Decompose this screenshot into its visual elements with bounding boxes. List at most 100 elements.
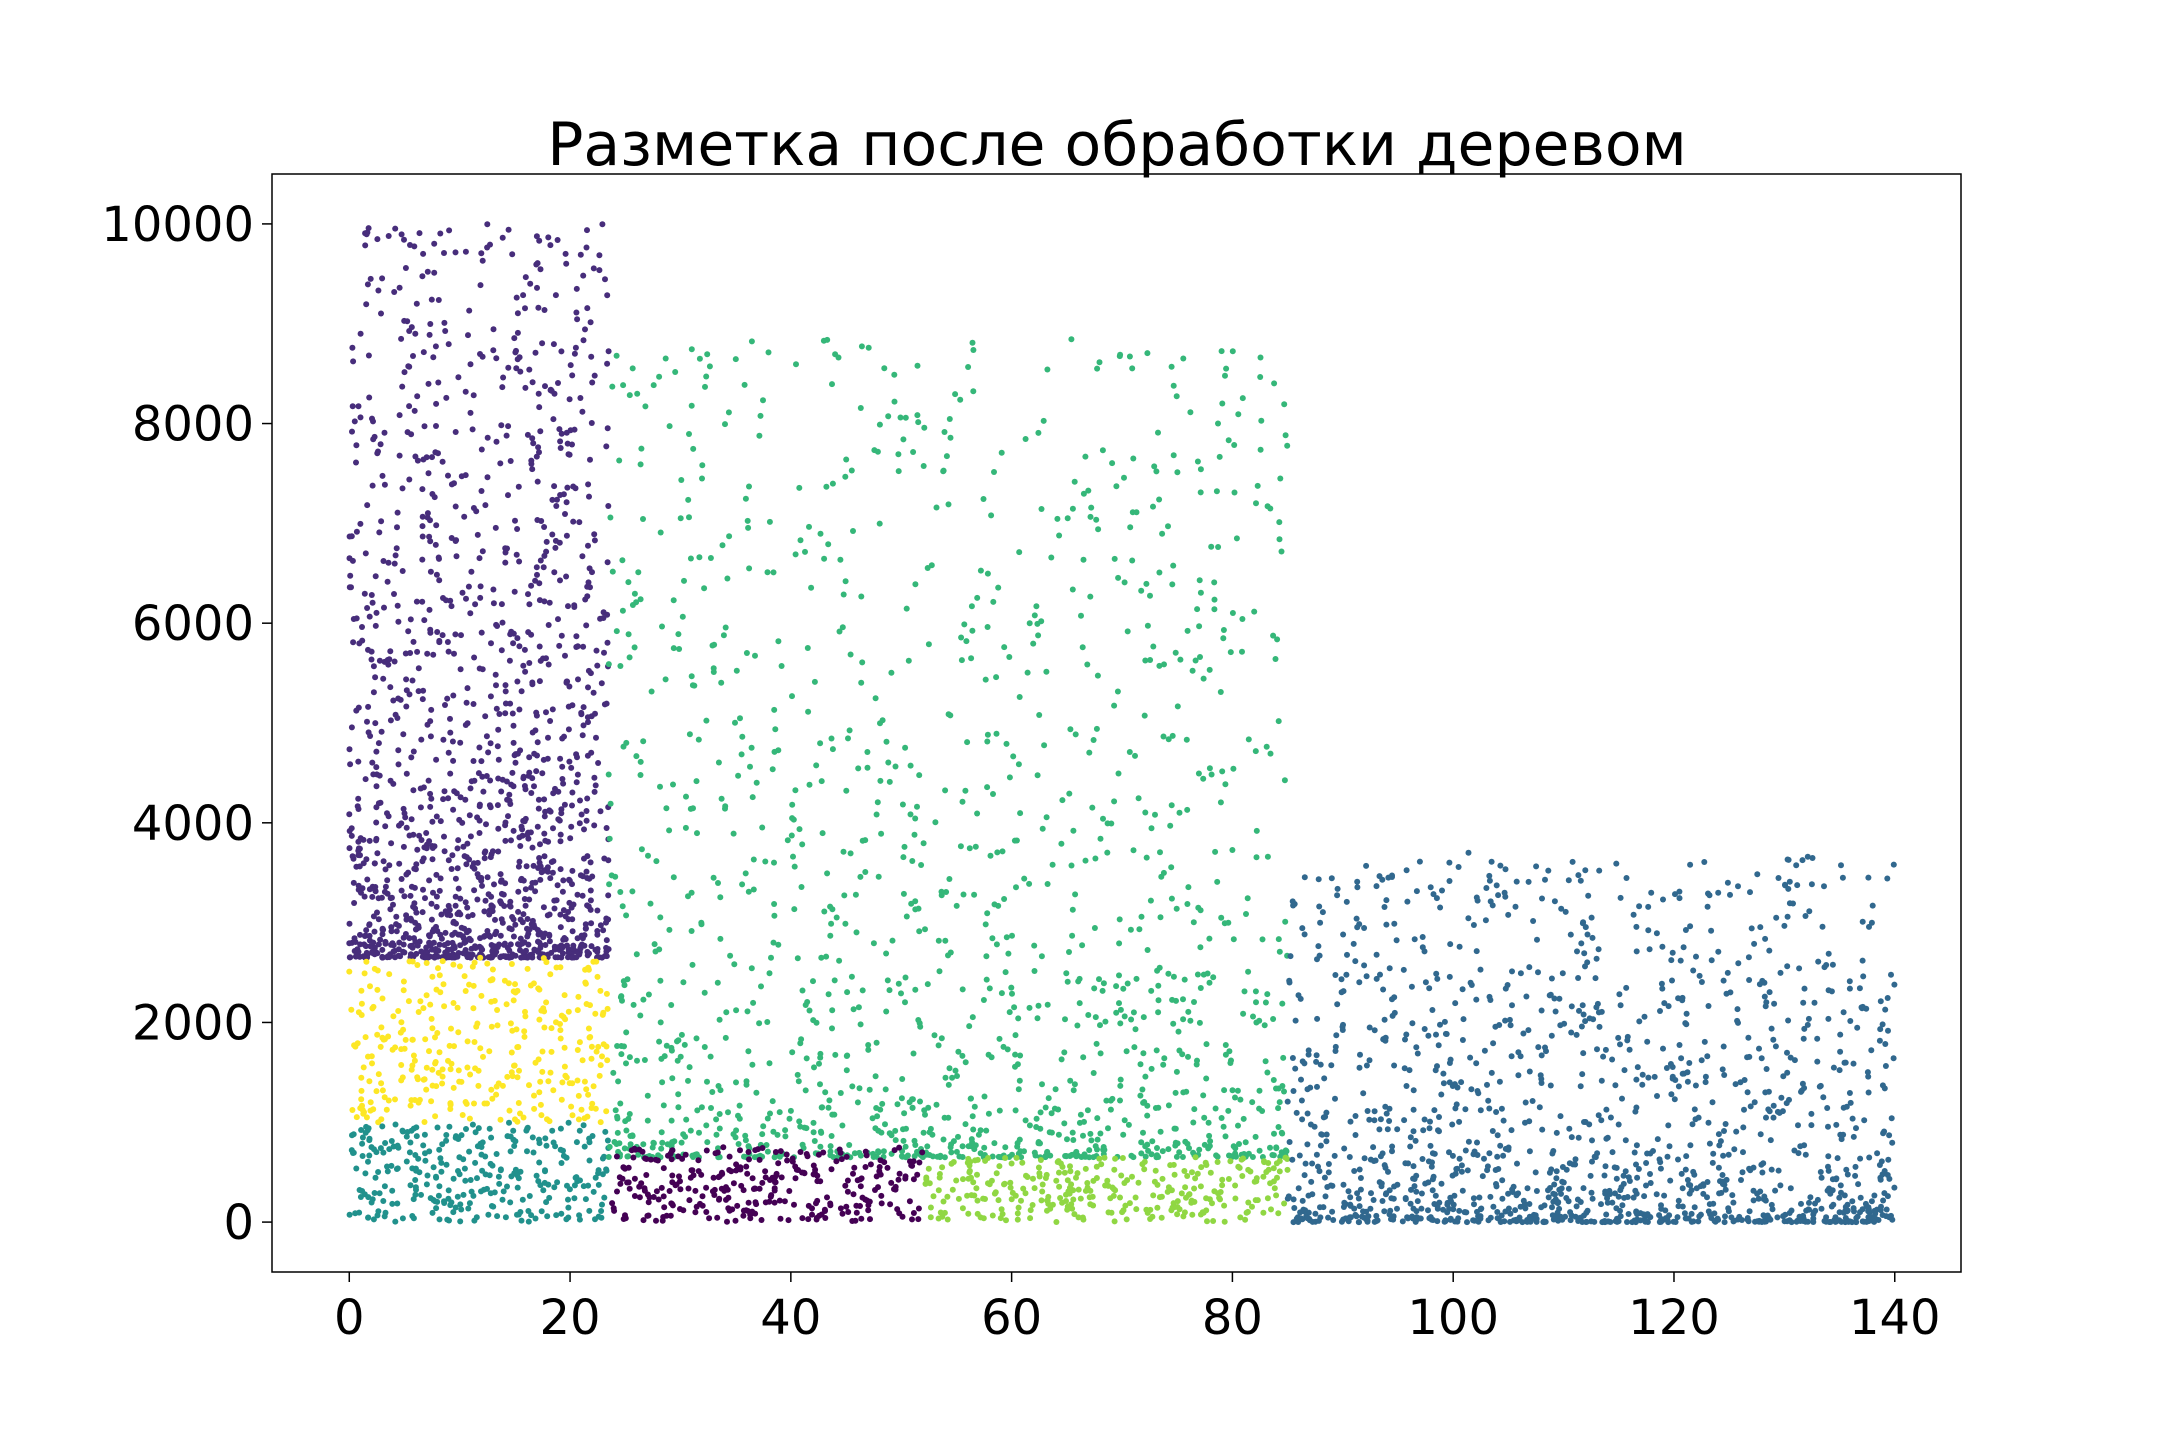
data-point (544, 951, 551, 958)
data-point (1722, 1121, 1729, 1127)
data-point (825, 991, 832, 998)
data-point (1235, 1163, 1242, 1170)
data-point (516, 354, 523, 361)
data-point (1040, 417, 1047, 424)
data-point (412, 1184, 419, 1191)
data-point (1805, 1015, 1812, 1022)
data-point (717, 935, 724, 942)
data-point (592, 1010, 599, 1017)
data-point (929, 1131, 936, 1138)
data-point (536, 237, 543, 244)
data-point (591, 774, 598, 781)
data-point (445, 1187, 452, 1194)
data-point (1558, 905, 1565, 912)
data-point (1535, 1044, 1542, 1051)
data-point (1087, 513, 1094, 520)
data-point (788, 832, 795, 839)
data-point (415, 688, 422, 695)
data-point (1402, 1036, 1408, 1043)
data-point (1381, 1016, 1388, 1023)
data-point (427, 538, 434, 545)
data-point (974, 1197, 981, 1204)
data-point (525, 1218, 532, 1225)
data-point (1154, 1181, 1161, 1188)
data-point (425, 470, 432, 477)
data-point (894, 1101, 901, 1108)
data-point (1158, 1193, 1165, 1200)
data-point (1111, 1166, 1118, 1173)
data-point (367, 275, 374, 282)
data-point (510, 997, 517, 1004)
data-point (413, 1133, 420, 1140)
data-point (505, 423, 512, 430)
data-point (436, 1183, 443, 1190)
data-point (400, 731, 407, 738)
data-point (1112, 1155, 1119, 1162)
data-point (516, 706, 523, 713)
data-point (498, 601, 505, 608)
data-point (1260, 1209, 1267, 1216)
data-point (470, 392, 477, 399)
data-point (1738, 1177, 1744, 1183)
data-point (776, 1153, 783, 1160)
data-point (1168, 363, 1175, 370)
data-point (526, 366, 533, 373)
data-point (588, 1105, 595, 1111)
data-point (1064, 515, 1071, 522)
data-point (1096, 359, 1103, 366)
data-point (475, 1082, 482, 1089)
data-point (515, 1100, 522, 1106)
data-point (586, 1157, 593, 1164)
data-point (991, 901, 998, 908)
data-point (740, 1207, 747, 1214)
data-point (437, 818, 444, 825)
data-point (581, 1115, 588, 1122)
data-point (411, 865, 418, 872)
data-point (406, 832, 413, 839)
data-point (821, 555, 828, 562)
data-point (448, 1025, 454, 1032)
data-point (1659, 943, 1666, 950)
data-point (668, 1117, 675, 1124)
data-point (386, 1146, 393, 1153)
data-point (1633, 948, 1640, 955)
data-point (1172, 649, 1179, 656)
data-point (1182, 1184, 1189, 1191)
data-point (422, 895, 428, 902)
data-point (842, 473, 849, 480)
data-point (1748, 925, 1755, 932)
data-point (1877, 998, 1884, 1005)
data-point (1273, 1145, 1280, 1152)
data-point (607, 514, 614, 521)
data-point (589, 569, 595, 576)
data-point (901, 1110, 908, 1117)
data-point (1860, 973, 1867, 980)
data-point (753, 1089, 760, 1096)
data-point (796, 826, 803, 833)
data-point (1142, 657, 1149, 664)
data-point (478, 992, 485, 999)
data-point (711, 641, 718, 648)
data-point (827, 1152, 834, 1159)
data-point (536, 1159, 543, 1166)
data-point (1221, 1218, 1228, 1225)
data-point (710, 1174, 717, 1181)
data-point (1593, 1004, 1600, 1011)
data-point (584, 948, 591, 955)
data-point (1252, 988, 1259, 995)
data-point (1589, 1195, 1596, 1202)
data-point (542, 808, 549, 815)
data-point (1197, 466, 1204, 473)
data-point (1410, 1205, 1417, 1212)
data-point (1245, 968, 1252, 975)
data-point (1107, 1106, 1114, 1113)
series-4 (605, 336, 1291, 1161)
data-point (737, 715, 743, 722)
data-point (536, 1089, 543, 1096)
data-point (1549, 1204, 1555, 1211)
data-point (1033, 1124, 1040, 1130)
data-point (442, 908, 449, 915)
data-point (1332, 1095, 1338, 1102)
data-point (1172, 1089, 1179, 1096)
data-point (457, 911, 464, 918)
